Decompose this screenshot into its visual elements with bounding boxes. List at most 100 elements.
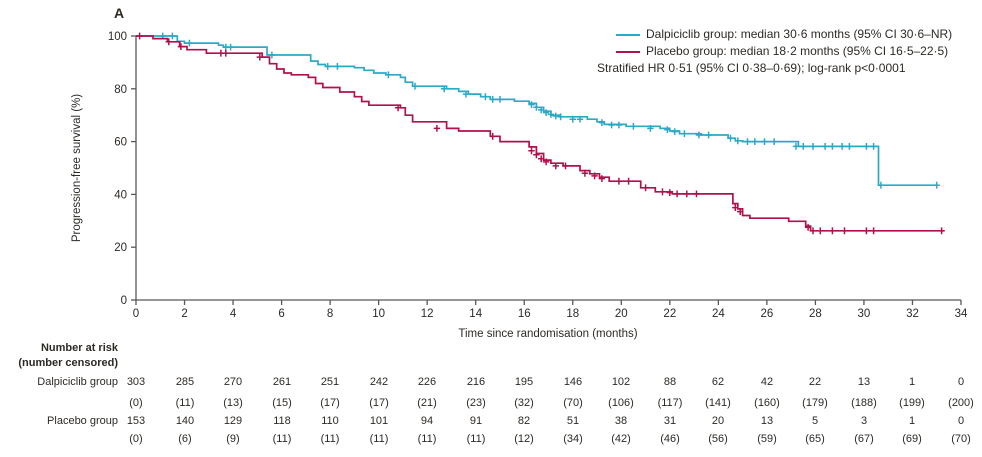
panel-label: A <box>114 5 125 21</box>
at-risk-cell: 3 <box>860 415 868 427</box>
risk-table-header-2: (number censored) <box>18 357 118 369</box>
x-tick-label: 4 <box>230 308 237 320</box>
censored-cell: (56) <box>708 433 728 445</box>
censored-cell: (17) <box>320 397 340 409</box>
at-risk-cell: 102 <box>611 376 631 388</box>
at-risk-cell: 129 <box>223 415 243 427</box>
censored-cell: (65) <box>805 433 825 445</box>
censored-cell: (23) <box>466 397 486 409</box>
censored-cell: (46) <box>660 433 680 445</box>
at-risk-cell: 42 <box>760 376 774 388</box>
at-risk-cell: 91 <box>469 415 483 427</box>
y-tick-label: 80 <box>114 84 127 96</box>
censored-cell: (32) <box>514 397 534 409</box>
y-tick-label: 40 <box>114 189 127 201</box>
at-risk-cell: 226 <box>417 376 437 388</box>
at-risk-cell: 242 <box>369 376 389 388</box>
censored-cell: (117) <box>657 397 683 409</box>
censored-cell: (11) <box>466 433 486 445</box>
risk-row-label-placebo: Placebo group <box>47 415 118 427</box>
censored-cell: (42) <box>611 433 631 445</box>
y-tick-label: 60 <box>114 137 127 149</box>
legend-placebo-label: Placebo group: median 18·2 months (95% C… <box>646 44 949 58</box>
censored-cell: (59) <box>757 433 777 445</box>
at-risk-cell: 82 <box>517 415 531 427</box>
censored-cell: (179) <box>802 397 828 409</box>
censored-cell: (0) <box>129 397 143 409</box>
censored-cell: (69) <box>902 433 922 445</box>
placebo-censor-marks <box>136 32 945 235</box>
x-tick-label: 12 <box>421 308 434 320</box>
at-risk-cell: 110 <box>321 415 339 427</box>
censored-cell: (11) <box>272 433 292 445</box>
x-tick-label: 8 <box>327 308 333 320</box>
x-tick-label: 22 <box>663 308 676 320</box>
at-risk-cell: 94 <box>420 415 434 427</box>
at-risk-cell: 13 <box>760 415 774 427</box>
at-risk-cell: 1 <box>908 415 916 427</box>
at-risk-cell: 13 <box>857 376 871 388</box>
at-risk-cell: 31 <box>663 415 677 427</box>
censored-cell: (21) <box>417 397 437 409</box>
censored-cell: (9) <box>226 433 240 445</box>
at-risk-cell: 270 <box>223 376 243 388</box>
placebo-line-swatch <box>616 50 640 53</box>
at-risk-cell: 118 <box>273 415 291 427</box>
censored-cell: (70) <box>951 433 971 445</box>
censored-cell: (199) <box>899 397 925 409</box>
risk-row-label-dalpiciclib: Dalpiciclib group <box>37 376 118 388</box>
x-tick-label: 14 <box>469 308 482 320</box>
x-tick-label: 34 <box>955 308 968 320</box>
x-tick-label: 16 <box>518 308 531 320</box>
x-tick-label: 24 <box>712 308 725 320</box>
censored-cell: (6) <box>178 433 192 445</box>
at-risk-cell: 261 <box>272 376 292 388</box>
at-risk-cell: 195 <box>514 376 534 388</box>
censored-cell: (200) <box>948 397 974 409</box>
at-risk-cell: 5 <box>811 415 819 427</box>
censored-cell: (11) <box>320 433 340 445</box>
censored-cell: (11) <box>417 433 437 445</box>
censored-cell: (0) <box>129 433 143 445</box>
y-tick-label: 0 <box>121 295 127 307</box>
censored-cell: (70) <box>563 397 583 409</box>
legend: Dalpiciclib group: median 30·6 months (9… <box>597 26 952 77</box>
placebo-curve <box>136 35 944 232</box>
at-risk-cell: 153 <box>126 415 146 427</box>
censored-cell: (15) <box>272 397 292 409</box>
dalpiciclib-censor-marks <box>159 32 940 189</box>
at-risk-cell: 0 <box>957 415 965 427</box>
x-tick-label: 6 <box>278 308 284 320</box>
at-risk-cell: 101 <box>369 415 389 427</box>
y-tick-label: 100 <box>108 31 127 43</box>
censored-cell: (67) <box>854 433 874 445</box>
at-risk-cell: 285 <box>175 376 195 388</box>
x-tick-label: 32 <box>906 308 919 320</box>
at-risk-cell: 38 <box>614 415 628 427</box>
at-risk-cell: 88 <box>663 376 677 388</box>
censored-cell: (11) <box>175 397 195 409</box>
x-tick-label: 2 <box>181 308 187 320</box>
censored-cell: (34) <box>563 433 583 445</box>
censored-cell: (106) <box>608 397 634 409</box>
x-tick-label: 26 <box>760 308 773 320</box>
at-risk-cell: 22 <box>808 376 822 388</box>
x-tick-label: 0 <box>133 308 139 320</box>
legend-row-placebo: Placebo group: median 18·2 months (95% C… <box>616 43 952 60</box>
legend-row-dalpiciclib: Dalpiciclib group: median 30·6 months (9… <box>616 26 952 43</box>
censored-cell: (13) <box>223 397 243 409</box>
x-tick-label: 28 <box>809 308 822 320</box>
at-risk-cell: 62 <box>711 376 725 388</box>
dalpiciclib-line-swatch <box>616 33 640 36</box>
at-risk-cell: 20 <box>711 415 725 427</box>
at-risk-cell: 303 <box>126 376 146 388</box>
x-axis-title: Time since randomisation (months) <box>458 328 638 340</box>
censored-cell: (160) <box>754 397 780 409</box>
at-risk-cell: 251 <box>320 376 340 388</box>
at-risk-cell: 1 <box>908 376 916 388</box>
x-tick-label: 10 <box>372 308 385 320</box>
at-risk-cell: 216 <box>466 376 486 388</box>
at-risk-cell: 146 <box>563 376 583 388</box>
x-tick-label: 20 <box>615 308 628 320</box>
